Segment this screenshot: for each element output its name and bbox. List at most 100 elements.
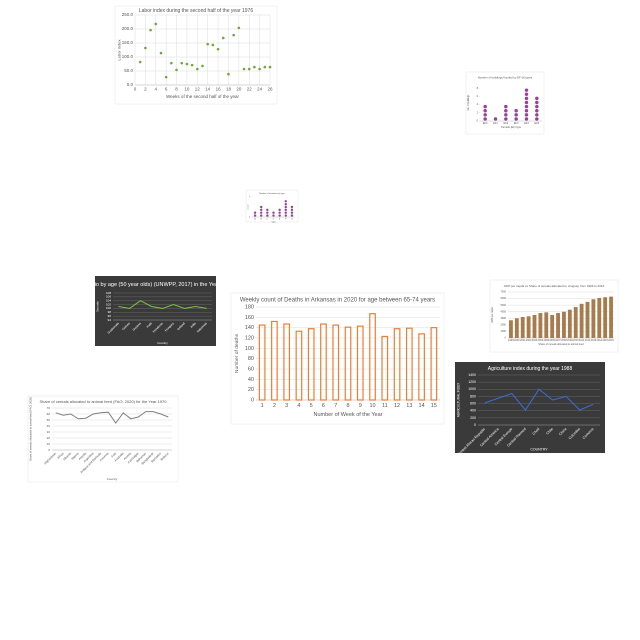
x-tick-label: 13 bbox=[406, 403, 412, 409]
x-tick-label: India bbox=[189, 321, 197, 329]
x-tick-label: 26 bbox=[267, 87, 273, 92]
y-tick-label: 104 bbox=[106, 299, 111, 303]
x-tick-label: G bbox=[291, 219, 293, 221]
y-tick-label: 0 bbox=[251, 397, 254, 403]
y-tick-label: 100 bbox=[245, 346, 254, 352]
y-axis-label: Labor index bbox=[117, 39, 122, 60]
y-tick-label: 3000 bbox=[500, 317, 506, 320]
x-tick-label: 8 bbox=[175, 87, 178, 92]
bar bbox=[430, 327, 438, 401]
y-tick-label: 100 bbox=[106, 306, 111, 310]
x-axis-label: COUNTRY bbox=[530, 447, 548, 451]
dot bbox=[260, 205, 263, 209]
scatter-point bbox=[211, 43, 215, 47]
y-tick-label: 600 bbox=[470, 401, 476, 405]
bar bbox=[567, 309, 572, 338]
scatter-point bbox=[149, 28, 152, 32]
x-tick-label: Austria bbox=[123, 451, 133, 461]
x-tick-label: Guinea bbox=[121, 321, 131, 331]
bar bbox=[526, 316, 531, 338]
dot-stack bbox=[524, 88, 529, 121]
dot-stack bbox=[253, 211, 257, 217]
x-axis-label: Weeks of the second half of the year bbox=[166, 94, 239, 99]
chart: Number of buildings flooded by EF-16 typ… bbox=[465, 71, 545, 135]
dot bbox=[535, 96, 539, 101]
bar bbox=[332, 324, 340, 401]
y-axis-label: AGRICULTURAL INDEX bbox=[456, 382, 460, 417]
dot bbox=[535, 108, 539, 113]
x-tick-label: 2015 bbox=[602, 339, 608, 342]
x-tick-label: 8 bbox=[346, 403, 349, 409]
x-tick-label: Belarus bbox=[159, 451, 169, 461]
x-tick-label: 2002 bbox=[526, 339, 532, 342]
dot bbox=[524, 117, 529, 121]
x-tick-label: 6 bbox=[165, 87, 168, 92]
scatter-point bbox=[190, 63, 194, 67]
scatter-point bbox=[180, 61, 184, 65]
dot bbox=[260, 214, 263, 217]
scatter-point bbox=[242, 67, 246, 71]
x-tick-label: Angola bbox=[78, 451, 88, 461]
bar bbox=[418, 333, 425, 401]
dot bbox=[524, 104, 529, 109]
scatter-point bbox=[196, 67, 199, 71]
x-tick-label: EF1 bbox=[493, 122, 498, 125]
y-tick-label: 1400 bbox=[468, 373, 476, 377]
bar bbox=[258, 324, 266, 401]
bar bbox=[609, 296, 613, 338]
dot bbox=[504, 117, 508, 121]
dot bbox=[514, 108, 518, 113]
y-tick-label: 4000 bbox=[500, 310, 506, 313]
x-tick-label: 2006 bbox=[549, 339, 555, 342]
dot bbox=[290, 211, 294, 214]
x-tick-label: F bbox=[285, 219, 287, 221]
x-tick-label: 9 bbox=[359, 403, 362, 409]
bar bbox=[369, 313, 376, 401]
chart: Labor index during the second half of th… bbox=[114, 5, 278, 105]
bar bbox=[597, 297, 602, 338]
x-axis-label: Country bbox=[107, 477, 118, 481]
x-tick-label: 1 bbox=[261, 403, 264, 409]
x-tick-label: 2008 bbox=[561, 339, 567, 342]
x-tick-label: 10 bbox=[369, 403, 375, 409]
chart: Number of tornadoes by type 0 7 A B C D E F G Type… bbox=[245, 189, 299, 224]
y-axis-label: Sex ratio bbox=[96, 301, 100, 312]
chart: Weekly count of Deaths in Arkansas in 20… bbox=[230, 292, 445, 425]
x-tick-label: Armenia bbox=[99, 451, 110, 462]
x-tick-label: EF2 bbox=[504, 122, 509, 125]
y-tick-label: 0 bbox=[474, 423, 476, 427]
scatter-point bbox=[221, 36, 225, 40]
y-tick-label: 400 bbox=[470, 409, 476, 413]
chart-background bbox=[95, 276, 216, 346]
dot bbox=[272, 211, 275, 214]
x-tick-label: 2001 bbox=[520, 339, 526, 342]
y-tick-label: 0.0 bbox=[127, 82, 134, 87]
dot bbox=[260, 208, 263, 212]
x-axis-label: Country bbox=[157, 341, 168, 345]
chart: Sex ratio by age (50 year olds) (UNWPP, … bbox=[77, 276, 234, 346]
y-tick-label: 60 bbox=[47, 412, 51, 416]
scatter-point bbox=[175, 68, 178, 72]
bar bbox=[307, 328, 315, 401]
x-tick-label: Chile bbox=[545, 427, 554, 436]
x-tick-label: 4 bbox=[297, 403, 300, 409]
x-tick-label: D bbox=[273, 219, 275, 221]
x-tick-label: EF3 bbox=[514, 122, 519, 125]
x-axis-label: Share of cereals allocated to animal fee… bbox=[538, 343, 584, 346]
dot bbox=[483, 113, 487, 117]
y-tick-label: 94 bbox=[108, 318, 112, 322]
scatter-point bbox=[237, 26, 241, 30]
y-tick-label: 0 bbox=[249, 217, 251, 219]
dot-stack bbox=[272, 211, 275, 217]
x-tick-label: Australia bbox=[113, 451, 124, 462]
dot bbox=[524, 113, 529, 117]
y-tick-label: 40 bbox=[47, 424, 51, 428]
y-axis-label: No. of buildings bbox=[468, 94, 470, 110]
bar bbox=[509, 320, 513, 338]
y-tick-label: 4 bbox=[477, 103, 479, 106]
chart-title: Sex ratio by age (50 year olds) (UNWPP, … bbox=[77, 282, 233, 288]
x-axis-label: Tornado (EF) type bbox=[501, 126, 522, 129]
y-tick-label: 40 bbox=[248, 377, 254, 383]
x-tick-label: 2003 bbox=[532, 339, 538, 342]
